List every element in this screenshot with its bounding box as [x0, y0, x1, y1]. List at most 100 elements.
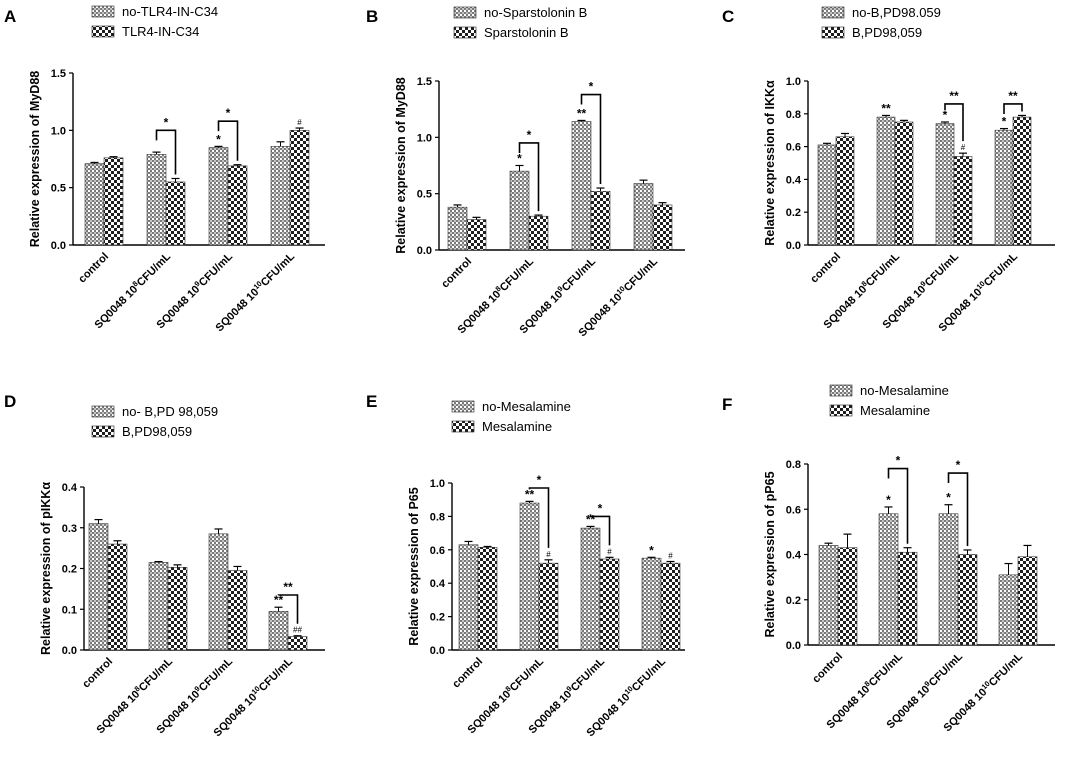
bar — [447, 206, 468, 251]
y-axis-label: Relative expression of MyD88 — [28, 71, 42, 248]
bracket-label: * — [589, 80, 594, 94]
significance-mark: ** — [274, 593, 284, 607]
bar — [998, 574, 1019, 646]
significance-mark: ** — [525, 487, 535, 501]
bracket-label: ** — [283, 580, 293, 594]
bar — [146, 154, 167, 246]
x-tick-superscript: 8 — [859, 279, 868, 288]
comparison-bracket — [580, 93, 602, 185]
bracket-label: * — [226, 106, 231, 120]
bar — [509, 170, 530, 251]
bar — [88, 523, 109, 651]
legend-swatch-2 — [91, 425, 115, 438]
x-tick-unit: CFU/mL — [982, 250, 1020, 288]
legend-label-2: Mesalamine — [482, 419, 552, 434]
comparison-bracket — [277, 594, 299, 624]
bar — [103, 157, 124, 246]
y-tick-label: 0.0 — [786, 640, 801, 652]
y-tick-label: 0.4 — [62, 482, 78, 494]
significance-mark: * — [517, 152, 522, 166]
comparison-bracket — [155, 129, 177, 175]
bar — [599, 558, 620, 651]
significance-mark: ** — [881, 101, 891, 115]
bracket-label: ** — [1008, 89, 1018, 103]
y-tick-label: 0.2 — [430, 612, 445, 624]
x-tick-superscript: 8 — [862, 679, 871, 688]
x-tick-label: control — [76, 251, 111, 286]
x-tick-unit: CFU/mL — [197, 655, 235, 693]
bar — [289, 130, 310, 246]
panel-letter: B — [366, 7, 378, 26]
comparison-bracket — [944, 103, 964, 142]
x-tick-unit: CFU/mL — [569, 655, 607, 693]
x-tick-unit: CFU/mL — [257, 655, 295, 693]
bracket-label: * — [527, 128, 532, 142]
bar — [953, 156, 973, 246]
x-tick-superscript: 8 — [132, 684, 141, 693]
x-tick-unit: CFU/mL — [197, 250, 235, 288]
legend-label-1: no-Mesalamine — [482, 399, 571, 414]
panel-letter: A — [4, 7, 16, 26]
y-tick-label: 0.8 — [786, 459, 801, 471]
y-tick-label: 0.6 — [786, 504, 801, 516]
bar — [876, 116, 896, 246]
y-axis-label: Relative expression of IKKα — [763, 80, 777, 246]
x-tick-unit: CFU/mL — [927, 650, 965, 688]
x-tick-superscript: 9 — [192, 279, 201, 288]
legend-label-2: B,PD98,059 — [122, 424, 192, 439]
legend-swatch-1 — [453, 6, 477, 19]
x-tick-unit: CFU/mL — [135, 250, 173, 288]
x-tick-unit: CFU/mL — [259, 250, 297, 288]
y-tick-label: 0.2 — [786, 207, 801, 219]
bar — [818, 545, 839, 646]
y-tick-label: 0.0 — [51, 240, 66, 252]
y-tick-label: 0.2 — [62, 564, 77, 576]
panel-letter: E — [366, 392, 377, 411]
y-tick-label: 0.4 — [786, 174, 802, 186]
bar — [208, 533, 229, 651]
y-tick-label: 0.0 — [430, 645, 445, 657]
bracket-label: ** — [949, 89, 959, 103]
x-tick-superscript: 9 — [564, 684, 573, 693]
bar — [878, 513, 899, 646]
legend-swatch-1 — [451, 400, 475, 413]
y-tick-label: 1.0 — [417, 132, 432, 144]
bar — [835, 136, 855, 246]
bar — [894, 121, 914, 246]
significance-mark: * — [649, 543, 654, 557]
bar — [897, 551, 918, 646]
panel-f: Fno-Mesalamine Mesalamine 0.0 0.2 0.4 0.6 0.8 R… — [722, 383, 1055, 734]
bar — [84, 163, 105, 246]
x-tick-unit: CFU/mL — [560, 255, 598, 293]
bar — [1012, 116, 1032, 246]
y-tick-label: 1.0 — [786, 76, 801, 88]
bar — [208, 147, 229, 246]
comparison-bracket — [1003, 103, 1023, 114]
bar — [165, 181, 186, 246]
legend-swatch-2 — [453, 26, 477, 39]
bar — [641, 557, 662, 651]
bar — [227, 165, 248, 246]
x-tick-unit: CFU/mL — [498, 255, 536, 293]
legend-label-2: B,PD98,059 — [852, 25, 922, 40]
x-tick-label: control — [810, 651, 845, 686]
legend-swatch-2 — [829, 404, 853, 417]
y-tick-label: 0.5 — [417, 189, 432, 201]
legend-swatch-1 — [91, 405, 115, 418]
y-axis-label: Relative expression of pIKKα — [39, 482, 53, 655]
significance-mark: ## — [293, 626, 302, 635]
significance-mark: # — [668, 551, 673, 560]
significance-mark: # — [297, 118, 302, 127]
x-tick-superscript: 8 — [130, 279, 139, 288]
bar — [528, 215, 549, 251]
x-tick-label: control — [80, 656, 115, 691]
bar — [227, 570, 248, 651]
bracket-label: * — [164, 115, 169, 129]
y-tick-label: 0.4 — [430, 578, 446, 590]
x-tick-unit: CFU/mL — [923, 250, 961, 288]
legend-swatch-1 — [91, 5, 115, 18]
bar — [519, 502, 540, 651]
